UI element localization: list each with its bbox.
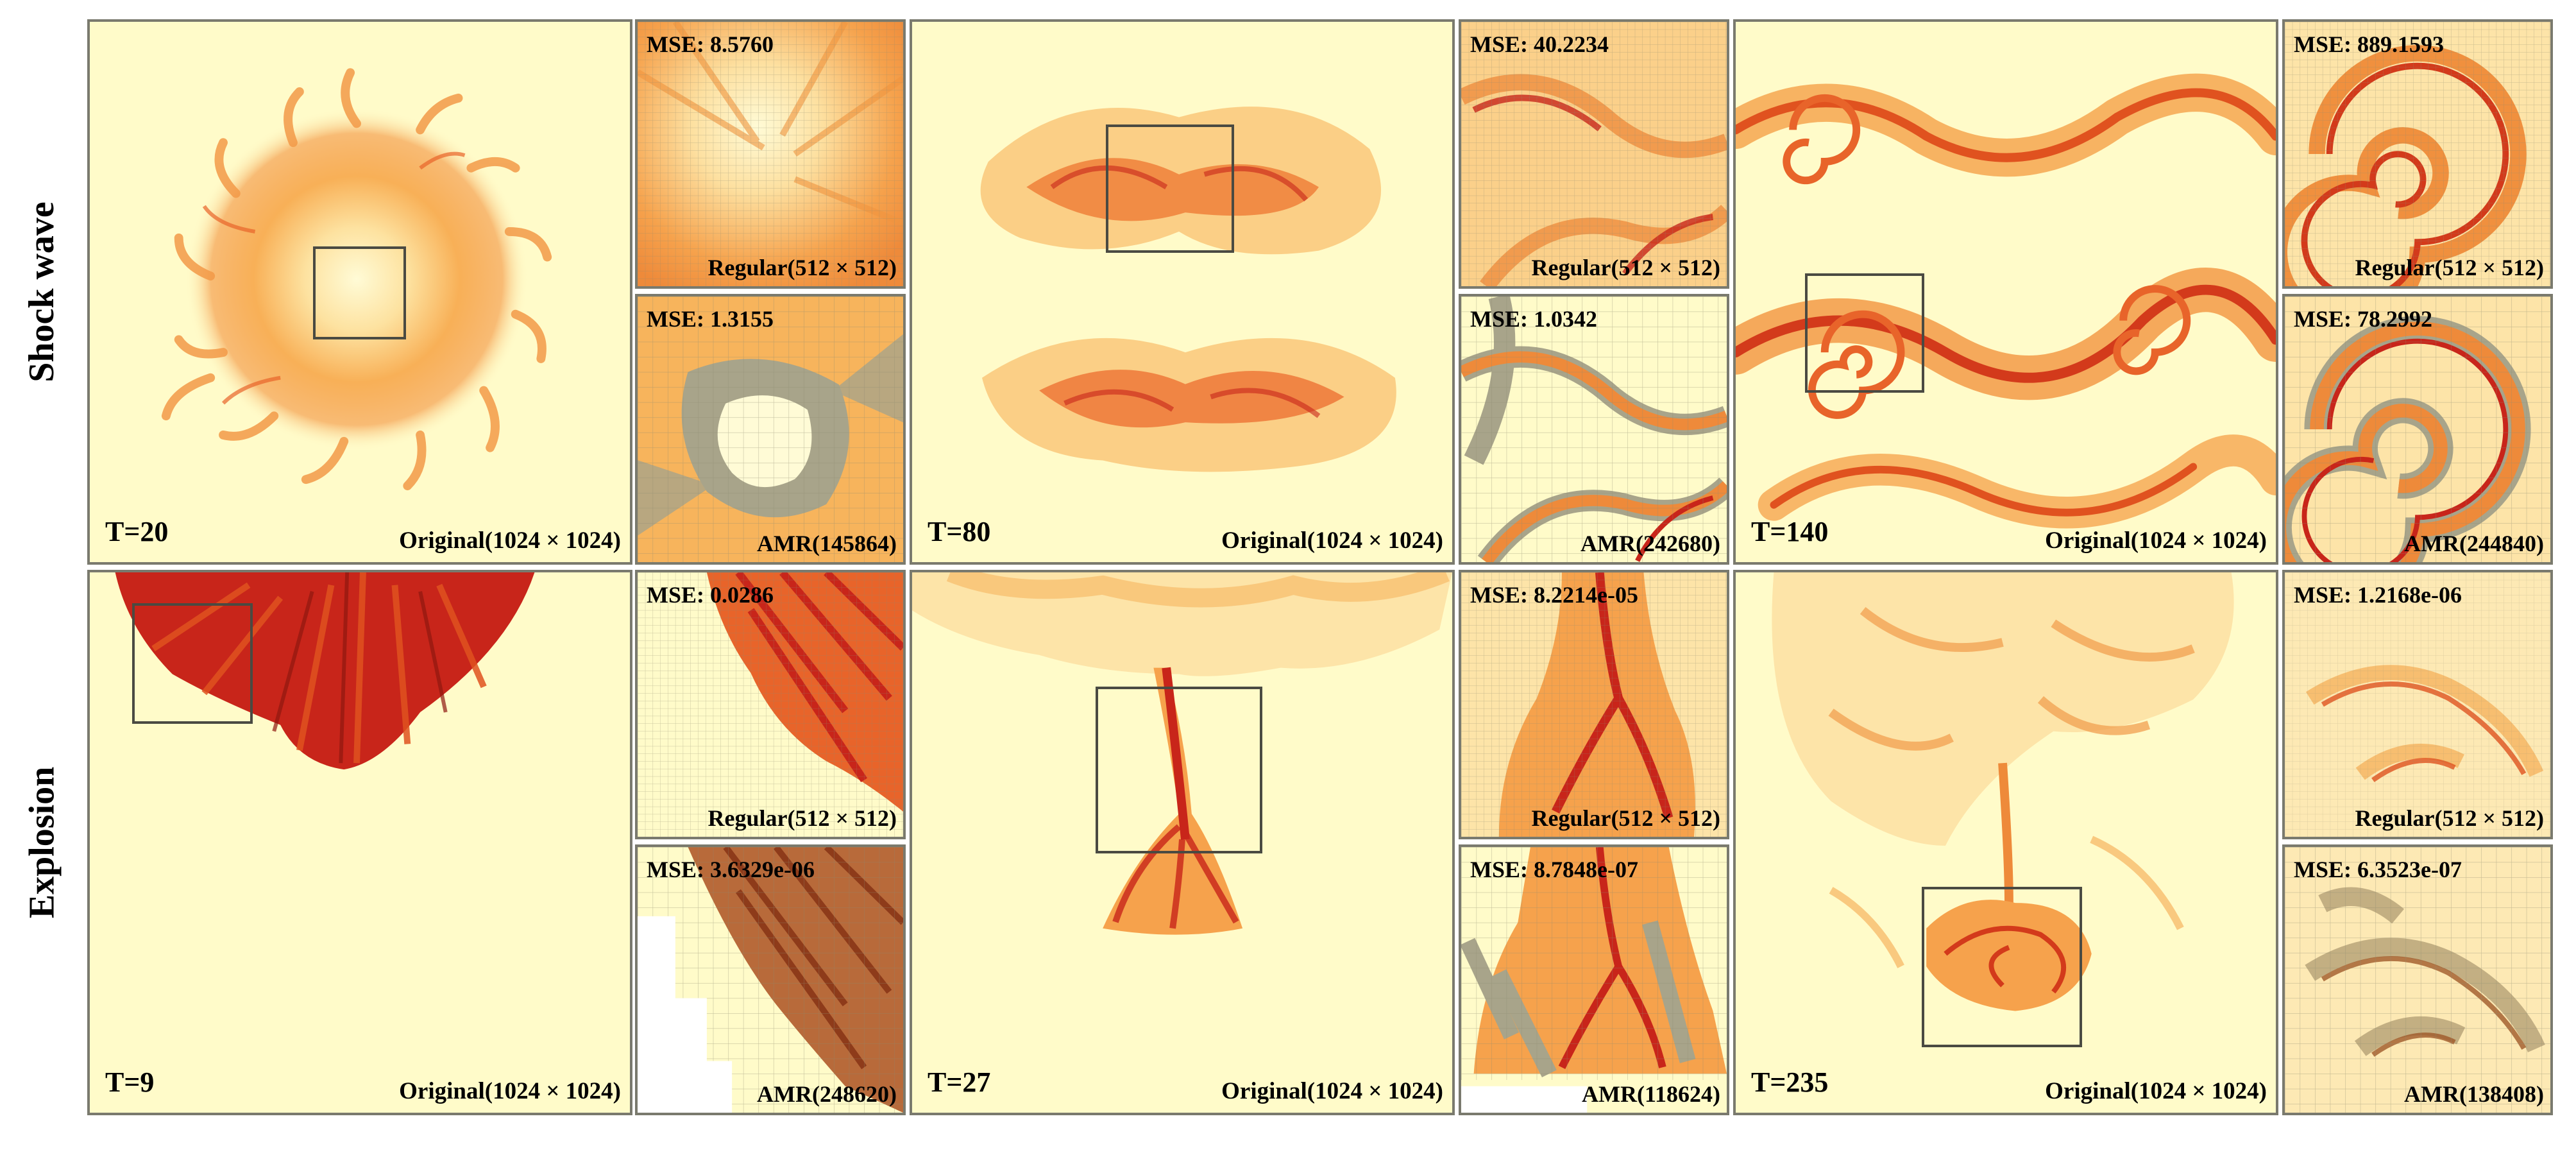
amr-zoom-image: [2285, 296, 2550, 562]
zoom-region-box: [1106, 124, 1234, 253]
original-panel-sw-t140: T=140 Original(1024 × 1024): [1733, 19, 2278, 565]
regular-zoom-panel-ex-t9: MSE: 0.0286 Regular(512 × 512): [635, 570, 906, 839]
amr-cell-count-label: AMR(118624): [1582, 1081, 1720, 1107]
regular-resolution-label: Regular(512 × 512): [708, 805, 897, 831]
regular-zoom-image: [638, 22, 903, 286]
mse-label: MSE: 1.0342: [1470, 306, 1597, 332]
original-resolution-label: Original(1024 × 1024): [1221, 1078, 1443, 1104]
amr-zoom-image: [2285, 847, 2550, 1113]
regular-zoom-panel-sw-t140: MSE: 889.1593 Regular(512 × 512): [2282, 19, 2553, 289]
regular-zoom-image: [1461, 572, 1727, 837]
regular-zoom-image: [2285, 572, 2550, 837]
regular-zoom-image: [1461, 22, 1727, 286]
time-label: T=80: [928, 516, 991, 547]
regular-zoom-panel-sw-t20: MSE: 8.5760 Regular(512 × 512): [635, 19, 906, 289]
shock-wave-t140-image: [1736, 22, 2276, 562]
mse-label: MSE: 889.1593: [2294, 31, 2444, 57]
original-panel-ex-t235: T=235 Original(1024 × 1024): [1733, 570, 2278, 1115]
original-panel-sw-t80: T=80 Original(1024 × 1024): [910, 19, 1455, 565]
amr-zoom-image: [638, 847, 903, 1113]
regular-zoom-panel-ex-t235: MSE: 1.2168e-06 Regular(512 × 512): [2282, 570, 2553, 839]
amr-zoom-image: [1461, 847, 1727, 1113]
mse-label: MSE: 8.5760: [647, 31, 774, 57]
amr-zoom-panel-ex-t9: MSE: 3.6329e-06 AMR(248620): [635, 844, 906, 1115]
regular-zoom-image: [638, 572, 903, 837]
amr-zoom-panel-ex-t27: MSE: 8.7848e-07 AMR(118624): [1459, 844, 1729, 1115]
original-resolution-label: Original(1024 × 1024): [399, 527, 621, 554]
row-label-explosion: Explosion: [22, 766, 62, 919]
time-label: T=20: [105, 516, 169, 547]
time-label: T=235: [1751, 1066, 1829, 1098]
zoom-region-box: [1922, 887, 2082, 1047]
explosion-t235-image: [1736, 572, 2276, 1113]
zoom-region-box: [1096, 687, 1262, 853]
amr-zoom-panel-sw-t80: MSE: 1.0342 AMR(242680): [1459, 294, 1729, 565]
amr-cell-count-label: AMR(138408): [2404, 1081, 2544, 1107]
zoom-region-box: [1805, 273, 1924, 393]
amr-zoom-image: [638, 296, 903, 562]
amr-cell-count-label: AMR(145864): [757, 531, 897, 556]
original-resolution-label: Original(1024 × 1024): [2045, 527, 2267, 554]
regular-resolution-label: Regular(512 × 512): [2355, 255, 2544, 280]
amr-cell-count-label: AMR(242680): [1580, 531, 1720, 556]
shock-wave-t20-image: [90, 22, 630, 562]
amr-cell-count-label: AMR(248620): [757, 1081, 897, 1107]
original-resolution-label: Original(1024 × 1024): [2045, 1078, 2267, 1104]
zoom-region-box: [132, 603, 253, 724]
mse-label: MSE: 8.7848e-07: [1470, 857, 1638, 882]
shock-wave-t80-image: [912, 22, 1452, 562]
regular-resolution-label: Regular(512 × 512): [708, 255, 897, 280]
time-label: T=9: [105, 1066, 155, 1098]
mse-label: MSE: 40.2234: [1470, 31, 1609, 57]
regular-zoom-panel-sw-t80: MSE: 40.2234 Regular(512 × 512): [1459, 19, 1729, 289]
regular-resolution-label: Regular(512 × 512): [2355, 805, 2544, 831]
amr-zoom-panel-sw-t140: MSE: 78.2992 AMR(244840): [2282, 294, 2553, 565]
explosion-t27-image: [912, 572, 1452, 1113]
row-label-shock-wave: Shock wave: [22, 201, 62, 382]
zoom-region-box: [313, 246, 406, 339]
regular-resolution-label: Regular(512 × 512): [1531, 255, 1720, 280]
regular-zoom-panel-ex-t27: MSE: 8.2214e-05 Regular(512 × 512): [1459, 570, 1729, 839]
regular-zoom-image: [2285, 22, 2550, 286]
explosion-t9-image: [90, 572, 630, 1113]
original-panel-sw-t20: T=20 Original(1024 × 1024): [87, 19, 632, 565]
mse-label: MSE: 0.0286: [647, 582, 774, 608]
mse-label: MSE: 6.3523e-07: [2294, 857, 2462, 882]
amr-zoom-panel-sw-t20: MSE: 1.3155 AMR(145864): [635, 294, 906, 565]
time-label: T=140: [1751, 516, 1829, 547]
time-label: T=27: [928, 1066, 991, 1098]
amr-zoom-panel-ex-t235: MSE: 6.3523e-07 AMR(138408): [2282, 844, 2553, 1115]
original-panel-ex-t27: T=27 Original(1024 × 1024): [910, 570, 1455, 1115]
amr-zoom-image: [1461, 296, 1727, 562]
mse-label: MSE: 1.3155: [647, 306, 774, 332]
original-resolution-label: Original(1024 × 1024): [1221, 527, 1443, 554]
amr-cell-count-label: AMR(244840): [2404, 531, 2544, 556]
regular-resolution-label: Regular(512 × 512): [1531, 805, 1720, 831]
mse-label: MSE: 8.2214e-05: [1470, 582, 1638, 608]
mse-label: MSE: 3.6329e-06: [647, 857, 815, 882]
mse-label: MSE: 1.2168e-06: [2294, 582, 2462, 608]
original-resolution-label: Original(1024 × 1024): [399, 1078, 621, 1104]
mse-label: MSE: 78.2992: [2294, 306, 2432, 332]
original-panel-ex-t9: T=9 Original(1024 × 1024): [87, 570, 632, 1115]
